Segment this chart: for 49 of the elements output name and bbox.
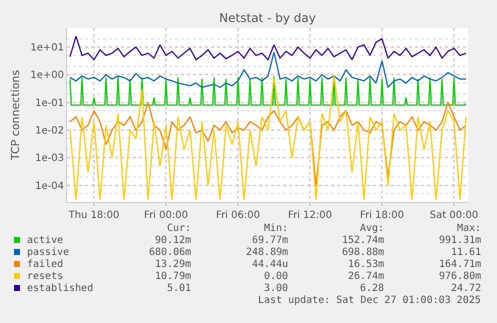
text: Min: — [264, 223, 288, 234]
text: 24.72 — [451, 283, 482, 294]
line-series — [69, 75, 467, 106]
text: 3.00 — [264, 283, 288, 294]
legend-label: failed — [27, 259, 64, 270]
text: 5.01 — [167, 283, 192, 294]
text: Avg: — [360, 223, 384, 234]
legend-label: passive — [27, 247, 70, 258]
y-axis-title: TCP connections — [9, 70, 22, 162]
legend-label: resets — [27, 271, 64, 282]
x-tick-label: Sat 00:00 — [430, 210, 478, 221]
text: Last update: Sat Dec 27 01:00:03 2025 — [258, 295, 481, 306]
text: 164.71m — [439, 259, 482, 270]
y-tick-label: 1e+00 — [30, 70, 64, 82]
text: 11.61 — [451, 247, 482, 258]
text: 90.12m — [155, 235, 192, 246]
text: 991.31m — [439, 235, 482, 246]
text: 44.44u — [252, 259, 288, 270]
text: 6.28 — [360, 283, 384, 294]
text: 152.74m — [342, 235, 384, 246]
text: 976.80m — [439, 271, 482, 282]
text: Cur: — [167, 223, 192, 234]
y-tick-label: 1e-03 — [35, 153, 64, 164]
y-tick-label: 1e+01 — [30, 42, 64, 54]
line-series — [69, 75, 467, 200]
text: 10.79m — [155, 271, 192, 282]
text: 26.74m — [348, 271, 384, 282]
x-tick-label: Fri 12:00 — [288, 210, 332, 221]
text: 0.00 — [264, 271, 288, 282]
text: 698.88m — [342, 247, 384, 258]
text: 13.29m — [155, 259, 192, 270]
x-tick-label: Fri 00:00 — [144, 210, 188, 221]
text: 680.06m — [149, 247, 192, 258]
chart-title: Netstat - by day — [219, 11, 316, 26]
x-tick-label: Thu 18:00 — [68, 210, 120, 221]
y-tick-label: 1e-01 — [35, 98, 64, 109]
x-tick-label: Fri 18:00 — [360, 210, 404, 221]
line-series — [69, 102, 467, 186]
line-series — [69, 52, 467, 88]
text: 248.89m — [246, 247, 288, 258]
text: Max: — [457, 223, 482, 234]
text: 69.77m — [252, 235, 288, 246]
y-tick-label: 1e-02 — [35, 126, 64, 137]
x-tick-label: Fri 06:00 — [216, 210, 260, 221]
line-series — [69, 36, 467, 60]
text: 16.53m — [348, 259, 384, 270]
legend-label: established — [27, 283, 94, 294]
legend-label: active — [27, 235, 64, 246]
y-tick-label: 1e-04 — [35, 180, 64, 192]
